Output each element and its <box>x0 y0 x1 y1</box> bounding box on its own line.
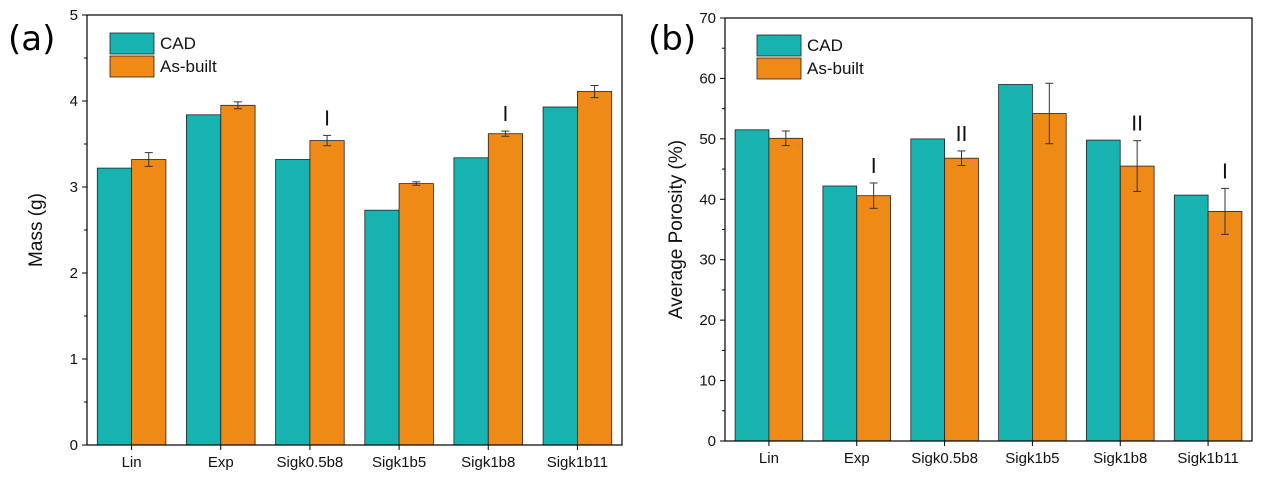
annotation-Exp: I <box>871 154 877 178</box>
cad-bar-Sigk1b11 <box>542 106 578 446</box>
y-tick-label: 0 <box>70 437 78 454</box>
legend-label-asbuilt: As-built <box>160 57 217 76</box>
asbuilt-bar-Sigk1b11 <box>1207 210 1243 442</box>
legend-label-cad: CAD <box>807 36 843 55</box>
x-tick-label-Sigk1b11: Sigk1b11 <box>547 454 608 471</box>
y-tick-label: 30 <box>699 252 716 269</box>
y-tick-label: 10 <box>699 373 716 390</box>
asbuilt-bar-Sigk0.5b8 <box>309 140 345 446</box>
legend-label-cad: CAD <box>160 34 196 53</box>
x-tick-label-Sigk0.5b8: Sigk0.5b8 <box>911 450 978 467</box>
x-tick-label-Sigk1b5: Sigk1b5 <box>372 454 426 471</box>
cad-bar-Lin <box>96 167 133 446</box>
cad-bar-Sigk0.5b8 <box>910 138 945 442</box>
y-tick-label: 20 <box>699 312 716 329</box>
plot-frame <box>86 14 623 446</box>
y-tick-label: 40 <box>699 191 716 208</box>
annotation-Sigk0.5b8: II <box>956 122 968 146</box>
asbuilt-bar-Exp <box>856 195 891 442</box>
cad-bar-Sigk1b11 <box>1173 194 1209 442</box>
y-axis-title: Average Porosity (%) <box>666 140 687 319</box>
asbuilt-bar-Sigk1b8 <box>487 133 523 446</box>
annotation-Sigk1b8: II <box>1131 112 1143 136</box>
x-tick-label-Sigk1b8: Sigk1b8 <box>461 454 515 471</box>
y-tick-label: 60 <box>699 70 716 87</box>
asbuilt-bar-Sigk1b8 <box>1119 165 1155 442</box>
cad-bar-Lin <box>734 129 770 442</box>
panel-label: (b) <box>648 19 696 59</box>
cad-bar-Exp <box>822 185 858 442</box>
cad-bar-Sigk1b5 <box>364 209 400 446</box>
y-tick-label: 5 <box>70 7 78 24</box>
asbuilt-bar-Sigk1b5 <box>398 183 434 446</box>
x-tick-label-Exp: Exp <box>208 454 234 471</box>
legend-swatch-cad <box>109 32 155 55</box>
y-tick-label: 1 <box>70 351 78 368</box>
legend-swatch-asbuilt <box>756 57 802 80</box>
y-tick-label: 2 <box>70 265 78 282</box>
x-tick-label-Lin: Lin <box>122 454 142 471</box>
asbuilt-bar-Sigk1b5 <box>1032 113 1067 442</box>
cad-bar-Sigk1b5 <box>998 84 1033 442</box>
x-tick-label-Sigk0.5b8: Sigk0.5b8 <box>277 454 344 471</box>
cad-bar-Sigk0.5b8 <box>275 159 311 446</box>
annotation-Sigk0.5b8: I <box>324 106 330 130</box>
y-tick-label: 3 <box>70 179 78 196</box>
annotation-Sigk1b8: I <box>502 102 508 126</box>
x-tick-label-Sigk1b11: Sigk1b11 <box>1177 450 1238 467</box>
annotation-Sigk1b11: I <box>1222 159 1228 183</box>
y-tick-label: 50 <box>699 131 716 148</box>
asbuilt-bar-Sigk0.5b8 <box>944 157 979 442</box>
asbuilt-bar-Lin <box>768 137 804 442</box>
asbuilt-bar-Exp <box>220 104 256 446</box>
cad-bar-Sigk1b8 <box>1086 139 1121 442</box>
x-tick-label-Exp: Exp <box>844 450 870 467</box>
x-tick-label-Sigk1b8: Sigk1b8 <box>1093 450 1147 467</box>
y-axis-title: Mass (g) <box>26 193 47 267</box>
legend-swatch-cad <box>756 34 802 57</box>
y-tick-label: 0 <box>708 433 716 450</box>
plot-frame <box>724 17 1253 442</box>
x-tick-label-Lin: Lin <box>759 450 779 467</box>
cad-bar-Exp <box>185 114 222 446</box>
legend-swatch-asbuilt <box>109 55 155 78</box>
legend-label-asbuilt: As-built <box>807 59 864 78</box>
asbuilt-bar-Lin <box>131 159 167 446</box>
chart-panel-2: Lin Exp Sigk0.5b8 Sigk1b5 Sigk1b8 Sigk1b11III… <box>648 10 1253 467</box>
x-tick-label-Sigk1b5: Sigk1b5 <box>1005 450 1059 467</box>
panel-label: (a) <box>8 19 55 59</box>
cad-bar-Sigk1b8 <box>453 157 489 446</box>
asbuilt-bar-Sigk1b11 <box>577 91 613 446</box>
y-tick-label: 4 <box>70 93 78 110</box>
y-tick-label: 70 <box>699 10 716 27</box>
chart-panel-1: Lin Exp Sigk0.5b8 Sigk1b5 Sigk1b8 Sigk1b11 I I 0… <box>8 7 623 471</box>
